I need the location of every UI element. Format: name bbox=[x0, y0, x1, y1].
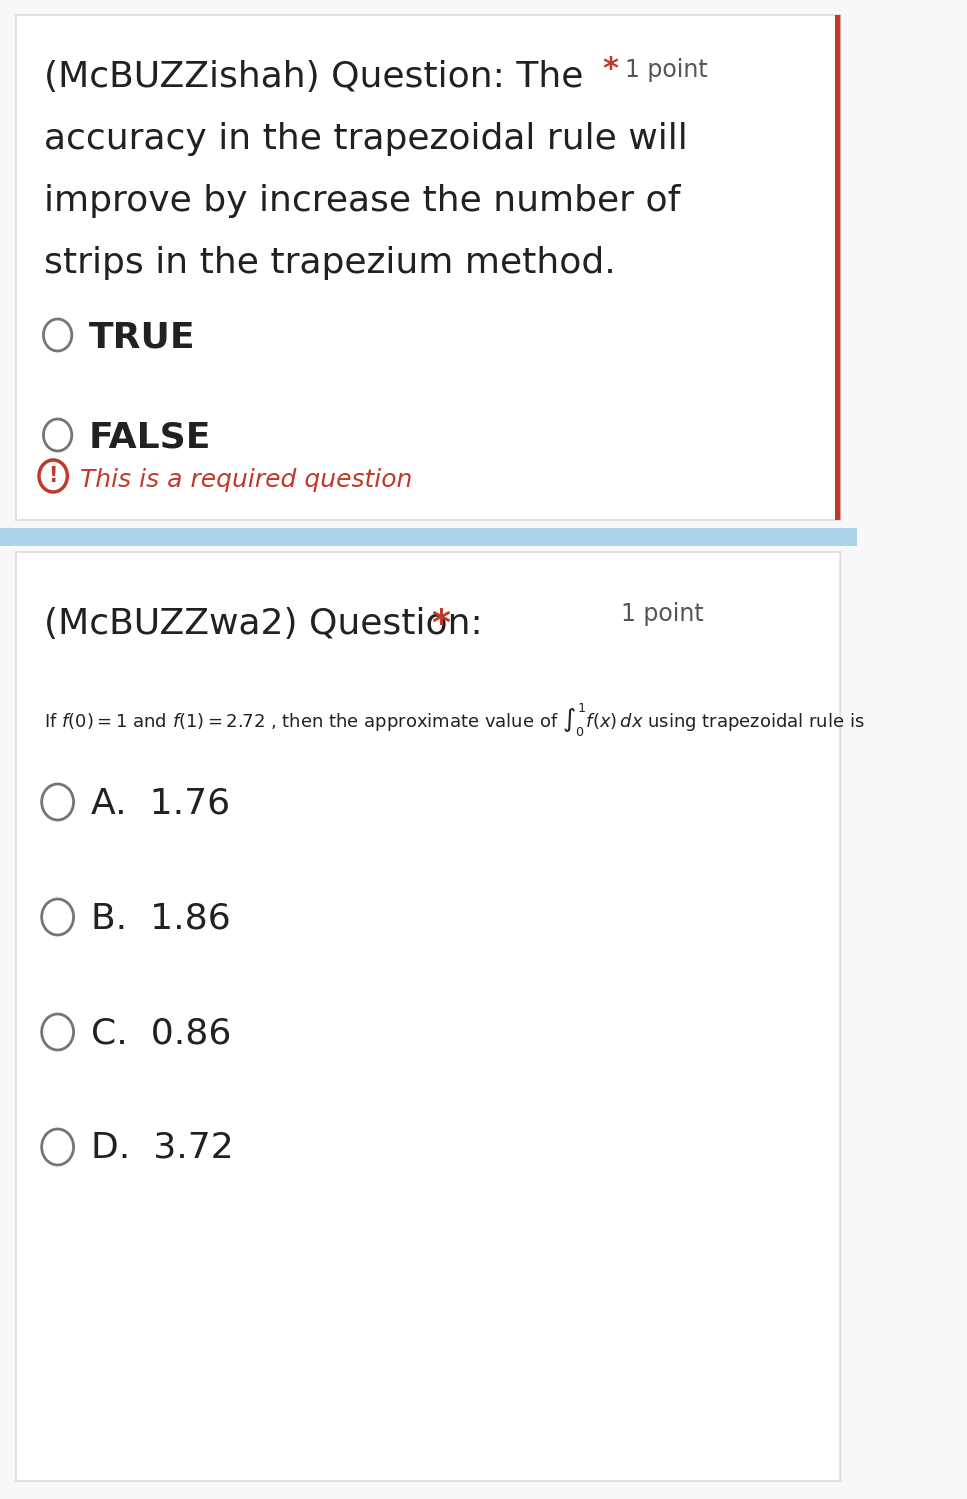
Text: FALSE: FALSE bbox=[89, 420, 211, 454]
Text: C.  0.86: C. 0.86 bbox=[91, 1016, 232, 1049]
Text: *: * bbox=[602, 55, 619, 84]
Text: *: * bbox=[431, 607, 451, 642]
Text: B.  1.86: B. 1.86 bbox=[91, 901, 231, 935]
FancyBboxPatch shape bbox=[16, 15, 840, 520]
Text: improve by increase the number of: improve by increase the number of bbox=[44, 184, 681, 217]
Text: 1 point: 1 point bbox=[625, 58, 708, 82]
Text: If $f(0)=1$ and $f(1)=2.72$ , then the approximate value of $\int_0^1 f(x)\,dx$ : If $f(0)=1$ and $f(1)=2.72$ , then the a… bbox=[44, 702, 864, 739]
Text: D.  3.72: D. 3.72 bbox=[91, 1132, 234, 1165]
Text: A.  1.76: A. 1.76 bbox=[91, 785, 230, 820]
FancyBboxPatch shape bbox=[16, 552, 840, 1481]
Text: This is a required question: This is a required question bbox=[80, 468, 412, 492]
Text: (McBUZZwa2) Question:: (McBUZZwa2) Question: bbox=[44, 607, 494, 642]
FancyBboxPatch shape bbox=[835, 15, 840, 520]
FancyBboxPatch shape bbox=[0, 528, 857, 546]
Text: accuracy in the trapezoidal rule will: accuracy in the trapezoidal rule will bbox=[44, 121, 689, 156]
Text: 1 point: 1 point bbox=[621, 603, 703, 627]
Text: (McBUZZishah) Question: The: (McBUZZishah) Question: The bbox=[44, 60, 584, 94]
Text: strips in the trapezium method.: strips in the trapezium method. bbox=[44, 246, 616, 280]
Text: !: ! bbox=[48, 466, 58, 486]
Text: TRUE: TRUE bbox=[89, 319, 195, 354]
